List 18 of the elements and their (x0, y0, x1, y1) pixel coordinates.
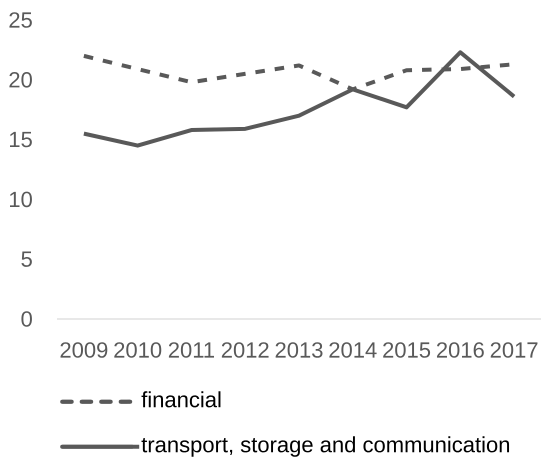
x-tick-label: 2013 (276, 342, 322, 358)
x-tick-label: 2010 (114, 342, 162, 358)
line-series (82, 50, 516, 148)
legend-label: transport, storage and communication (142, 436, 510, 457)
y-tick-label: 5 (21, 252, 32, 267)
x-tick-label: 2014 (329, 342, 377, 358)
legend-label: financial (142, 391, 220, 408)
y-tick-label: 20 (9, 72, 32, 88)
x-tick-label: 2011 (168, 342, 214, 358)
x-tick-label: 2016 (436, 342, 484, 358)
x-tick-label: 2012 (222, 342, 269, 358)
x-tick-label: 2017 (490, 342, 538, 358)
y-tick-label: 10 (10, 192, 32, 208)
y-tick-label: 25 (9, 12, 32, 28)
x-tick-label: 2015 (383, 342, 430, 358)
y-tick-label: 15 (10, 132, 32, 148)
y-tick-label: 0 (21, 311, 32, 327)
x-tick-label: 2009 (60, 342, 108, 358)
